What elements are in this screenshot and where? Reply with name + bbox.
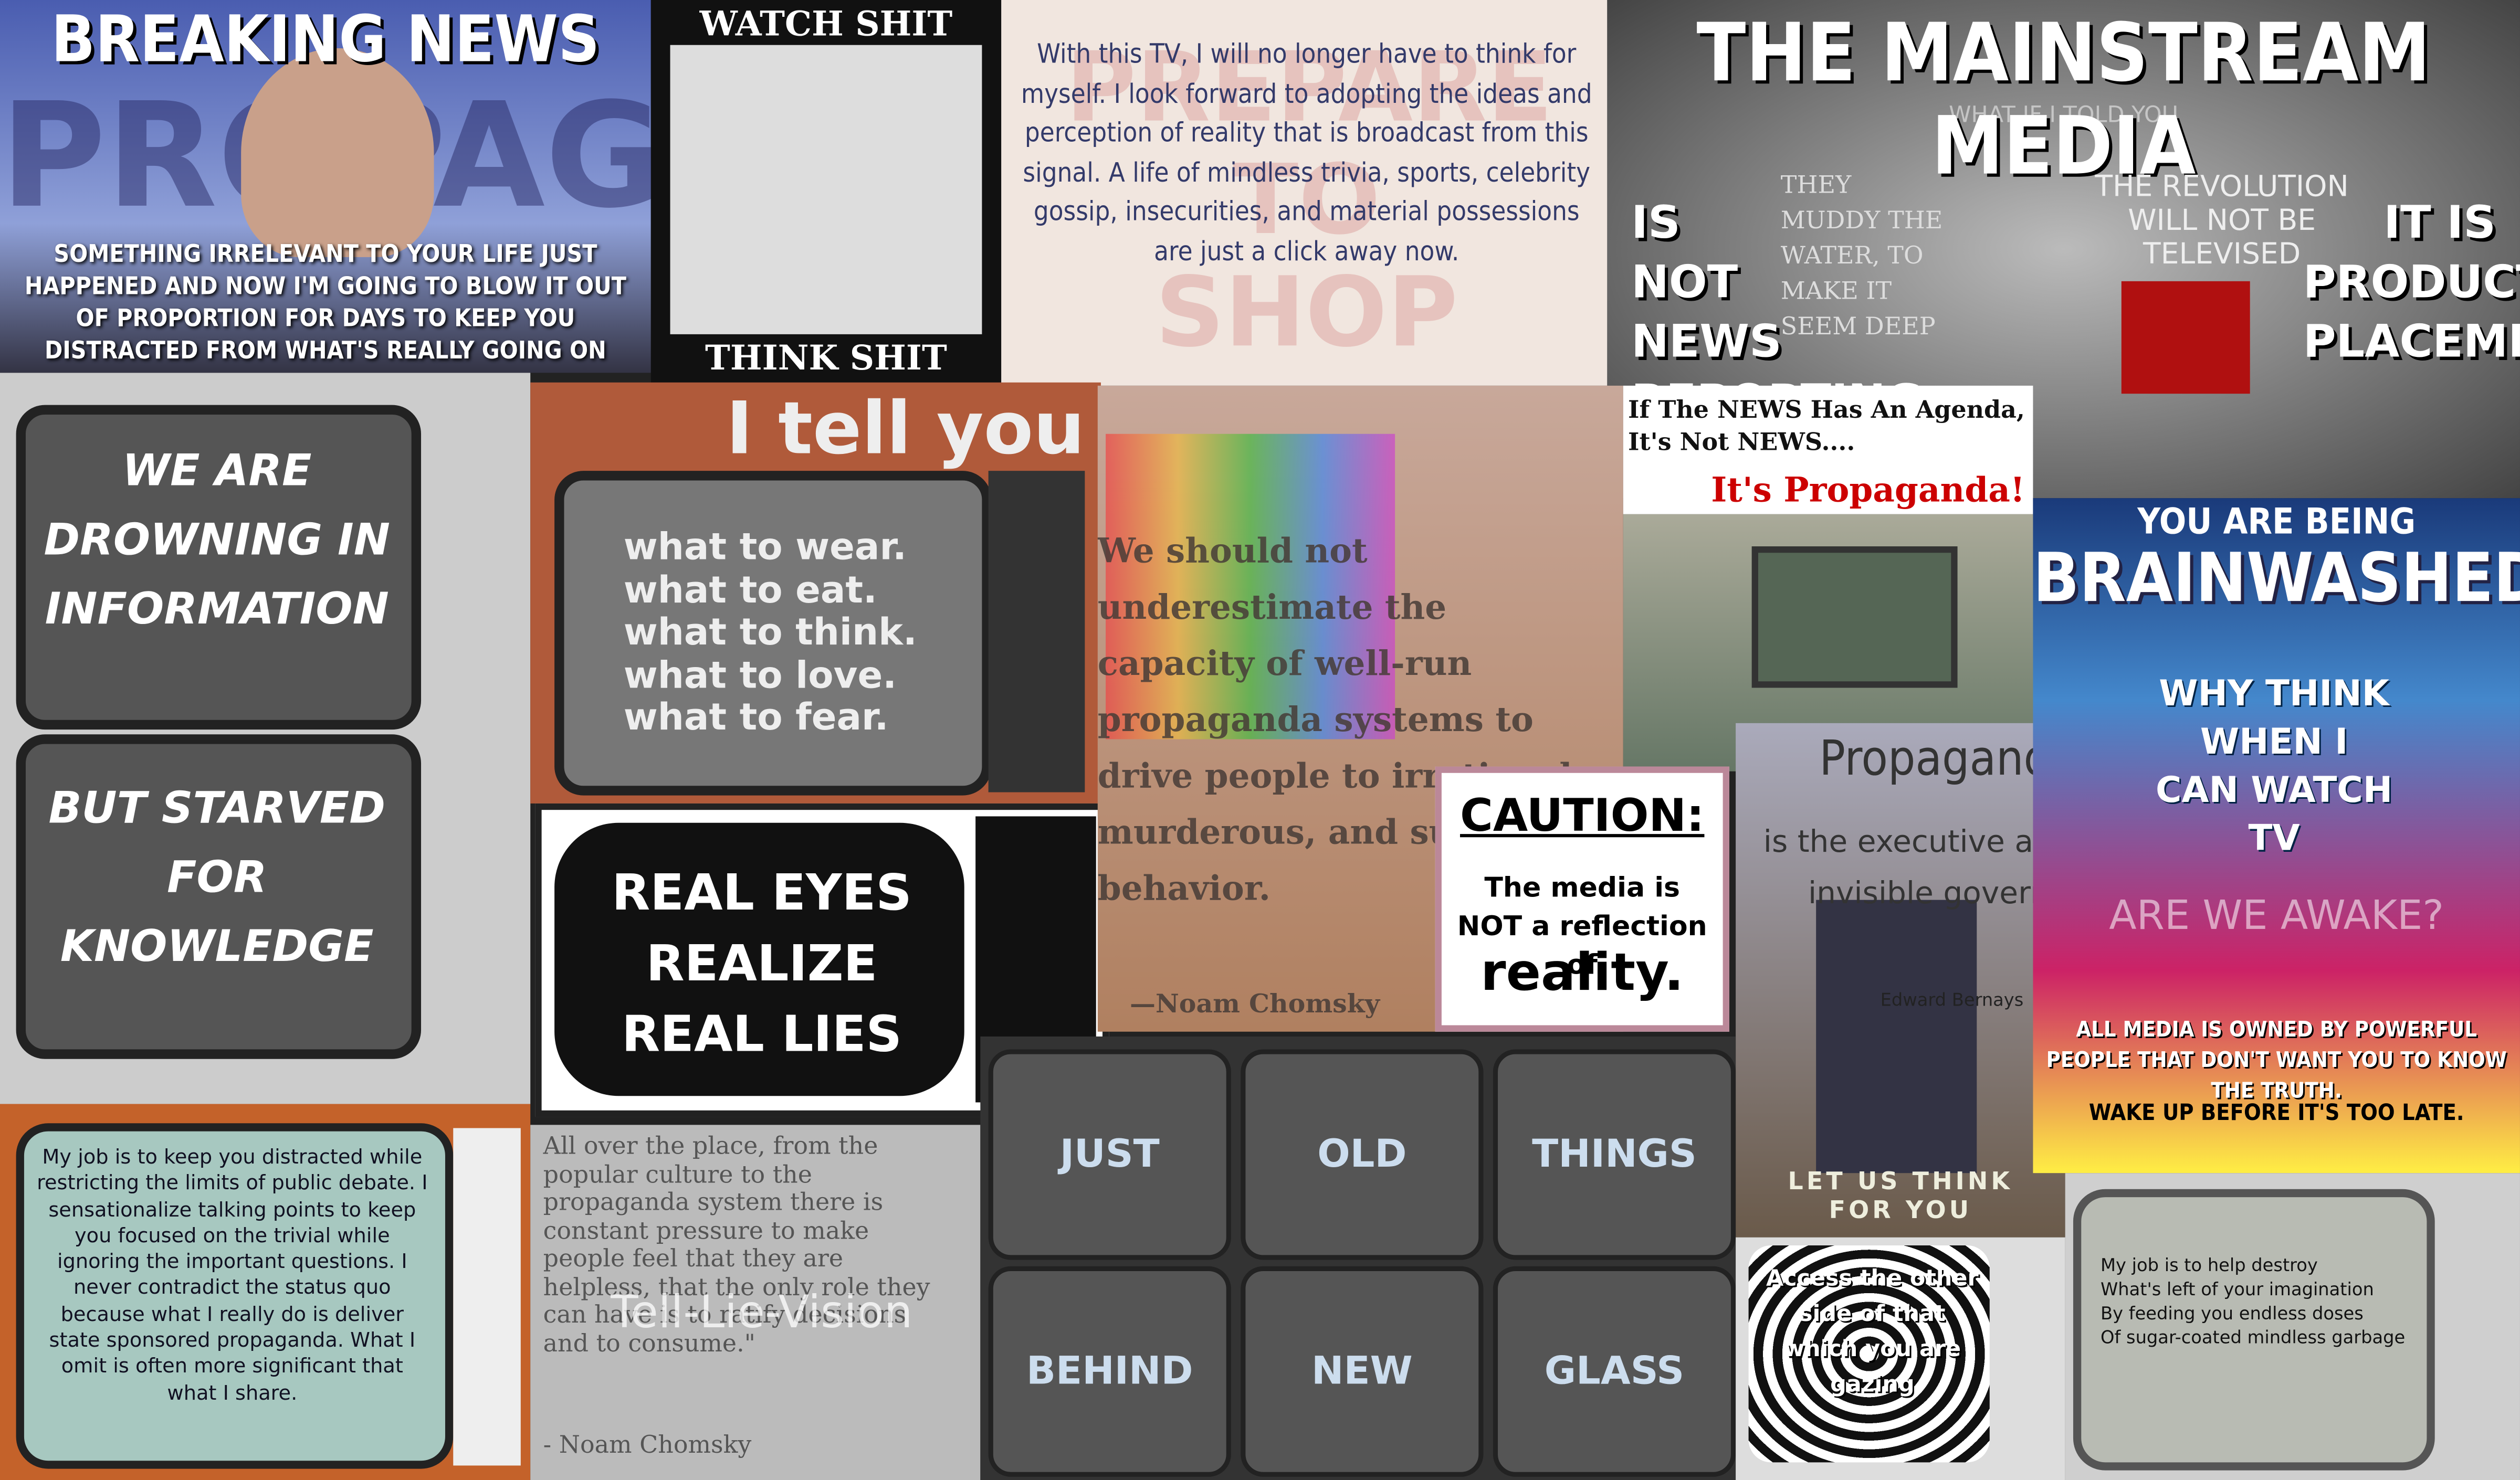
spiral	[1748, 1245, 1990, 1463]
quote: All over the place, from the popular cul…	[543, 1131, 930, 1357]
owned-text: ALL MEDIA IS OWNED BY POWERFUL PEOPLE TH…	[2046, 1017, 2507, 1104]
line: what to wear.	[623, 527, 907, 569]
muddy-text: THEY MUDDY THE WATER, TO MAKE IT SEEM DE…	[1780, 170, 1943, 341]
tv-screen	[16, 734, 422, 1059]
text: is the executive arm of the invisible go…	[1763, 824, 2065, 912]
author: —Noam Chomsky	[1130, 988, 1380, 1019]
punch: reality.	[1480, 942, 1684, 1003]
lines: what to wear. what to eat. what to think. w…	[624, 527, 917, 740]
note: WHAT IF I TOLD YOU	[1949, 102, 2179, 129]
bernays-panel: Propaganda is the executive arm of the i…	[1736, 723, 2065, 1238]
drowning-panel: WE ARE DROWNING IN INFORMATION BUT STARV…	[0, 373, 531, 1104]
chomsky2-panel: All over the place, from the popular cul…	[530, 1125, 981, 1480]
word: NEW	[1311, 1348, 1413, 1393]
title: Propaganda	[1819, 731, 2065, 788]
text: The media is NOT a reflection of	[1457, 872, 1707, 982]
line: My job is to help destroy	[2100, 1255, 2318, 1276]
brainwashed-panel: YOU ARE BEING BRAINWASHED WHY THINK WHEN…	[2033, 498, 2520, 1174]
chomsky-panel: We should not underestimate the capacity…	[1097, 385, 1623, 1032]
right-text: IT IS PRODUCT PLACEMENT	[2303, 196, 2520, 368]
word: THINGS	[1532, 1131, 1697, 1177]
bottom-text: LET US THINK FOR YOU	[1788, 1166, 2013, 1225]
job1-panel: My job is to keep you distracted while r…	[0, 1104, 531, 1480]
tv-screen	[16, 405, 422, 730]
test-pattern	[1106, 434, 1395, 739]
spiral-panel: Access the other side of that which you …	[1736, 1237, 2065, 1480]
sheep-tv	[1751, 546, 1958, 688]
caption: SOMETHING IRRELEVANT TO YOUR LIFE JUST H…	[24, 239, 626, 365]
figure	[1816, 900, 1977, 1174]
overlay: Tell-Lie-Vision	[611, 1285, 913, 1339]
tv-cell: NEW	[1241, 1266, 1484, 1477]
tv-cell: JUST	[988, 1049, 1231, 1260]
tv-controls	[988, 471, 1085, 792]
text: REAL EYES REALIZE REAL LIES	[612, 864, 912, 1064]
tv-cell: GLASS	[1493, 1266, 1736, 1477]
word: OLD	[1317, 1131, 1407, 1177]
tv-screen	[554, 822, 964, 1096]
author: - Noam Chomsky	[543, 1430, 752, 1460]
tv-screen	[2073, 1189, 2435, 1471]
line: what to fear.	[623, 697, 889, 739]
top-text: WATCH SHIT	[699, 3, 953, 44]
anchor-figure	[241, 48, 434, 257]
line: What's left of your imagination	[2100, 1279, 2374, 1301]
watch-panel: WATCH SHIT THINK SHIT	[650, 0, 1002, 383]
top-text: WE ARE DROWNING IN INFORMATION	[44, 447, 390, 635]
tv-quote-panel: PREPARE TO SHOP With this TV, I will no …	[1001, 0, 1612, 386]
bottom-text: THINK SHIT	[705, 337, 947, 378]
title: CAUTION:	[1460, 789, 1705, 842]
punch: It's Propaganda!	[1711, 469, 2025, 510]
title: I tell you	[726, 385, 1085, 471]
word: BEHIND	[1026, 1348, 1193, 1393]
quote: With this TV, I will no longer have to t…	[1021, 38, 1592, 266]
text: My job is to keep you distracted while r…	[37, 1144, 428, 1404]
quote: We should not underestimate the capacity…	[1097, 530, 1584, 908]
tv-cell: OLD	[1241, 1049, 1484, 1260]
tell-panel: I tell you what to wear. what to eat. what…	[530, 382, 1101, 804]
tv-controls	[453, 1128, 521, 1466]
title: BRAINWASHED	[2033, 538, 2520, 617]
word: JUST	[1059, 1131, 1160, 1177]
tv-cell: BEHIND	[988, 1266, 1231, 1477]
title: THE MAINSTREAM MEDIA	[1696, 6, 2431, 193]
tv-cell: THINGS	[1493, 1049, 1736, 1260]
line: what to eat.	[623, 569, 877, 612]
tv-screen	[554, 471, 992, 796]
awake-text: ARE WE AWAKE?	[2109, 892, 2444, 939]
word: GLASS	[1544, 1348, 1685, 1393]
lines: My job is to help destroy What's left of …	[2101, 1253, 2405, 1350]
agenda-panel: If The NEWS Has An Agenda, It's Not NEWS…	[1623, 385, 2033, 514]
tv-screen	[16, 1123, 454, 1469]
real-eyes-panel: REAL EYES REALIZE REAL LIES	[535, 803, 1109, 1117]
bottom-text: BUT STARVED FOR KNOWLEDGE	[48, 784, 385, 972]
illustration	[670, 45, 982, 334]
top-text: YOU ARE BEING	[2137, 503, 2416, 543]
breaking-news-panel: PROPAGANDA BREAKING NEWS SOMETHING IRREL…	[0, 0, 651, 373]
title: BREAKING NEWS	[51, 3, 600, 77]
author: Edward Bernays	[1880, 990, 2024, 1011]
job2-panel: My job is to help destroy What's left of …	[2065, 1173, 2520, 1480]
line: By feeding you endless doses	[2100, 1303, 2364, 1325]
glass-panel: JUST OLD THINGS BEHIND NEW GLASS	[980, 1036, 1736, 1480]
text: If The NEWS Has An Agenda, It's Not NEWS…	[1628, 395, 2025, 457]
line: what to love.	[623, 654, 897, 697]
revolution-text: THE REVOLUTION WILL NOT BE TELEVISED	[2095, 170, 2349, 272]
caution-panel: CAUTION: The media is NOT a reflection o…	[1435, 766, 1729, 1032]
text: Access the other side of that which you …	[1766, 1266, 1979, 1398]
line: what to think.	[623, 612, 917, 654]
wake-text: WAKE UP BEFORE IT'S TOO LATE.	[2088, 1101, 2464, 1127]
line: Of sugar-coated mindless garbage	[2100, 1327, 2406, 1348]
watermark: PREPARE TO SHOP	[1065, 32, 1553, 370]
book	[2121, 281, 2250, 394]
screen-text: WHY THINK WHEN I CAN WATCH TV	[2155, 674, 2393, 860]
